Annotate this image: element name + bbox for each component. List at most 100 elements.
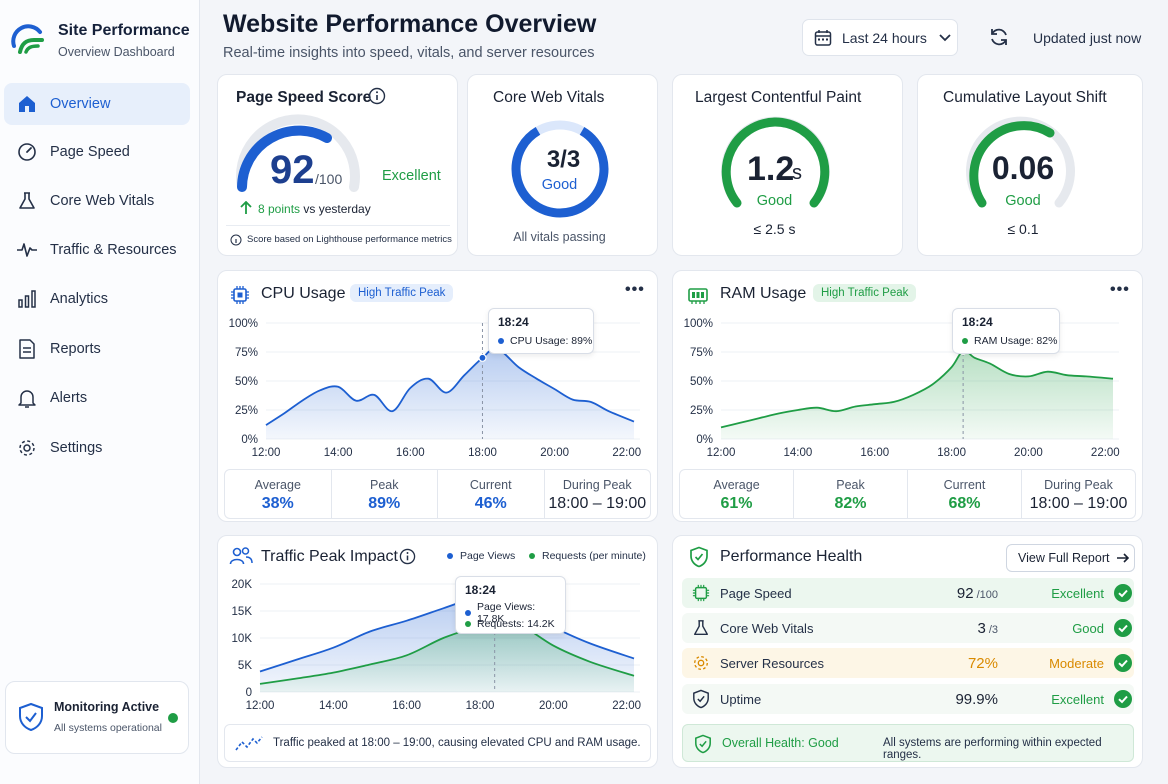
bar-chart-icon: [4, 289, 50, 309]
x-tick-label: 12:00: [246, 700, 275, 712]
health-row-value: 3/3: [977, 619, 998, 637]
y-tick-label: 75%: [690, 347, 713, 359]
x-tick-label: 12:00: [707, 447, 736, 459]
sidebar-item-overview[interactable]: Overview: [4, 83, 190, 125]
sidebar-item-core-web-vitals[interactable]: Core Web Vitals: [4, 180, 190, 222]
sidebar-item-alerts[interactable]: Alerts: [4, 377, 190, 419]
y-tick-label: 50%: [235, 376, 258, 388]
health-row-page-speed[interactable]: Page Speed 92/100 Excellent: [682, 578, 1134, 608]
legend-requests: Requests (per minute): [529, 550, 646, 562]
sidebar-item-settings[interactable]: Settings: [4, 427, 190, 469]
health-row-core-web-vitals[interactable]: Core Web Vitals 3/3 Good: [682, 613, 1134, 643]
health-row-server-resources[interactable]: Server Resources 72% Moderate: [682, 648, 1134, 678]
refresh-icon[interactable]: [988, 26, 1010, 48]
legend-page-views: Page Views: [447, 550, 515, 562]
health-row-uptime[interactable]: Uptime 99.9% Excellent: [682, 684, 1134, 714]
bell-icon: [4, 388, 50, 408]
monitoring-title: Monitoring Active: [54, 700, 160, 714]
lcp-status: Good: [756, 193, 793, 209]
stat-peak: Peak 89%: [332, 470, 438, 518]
series-area: [721, 350, 1113, 439]
page-speed-note: Score based on Lighthouse performance me…: [247, 234, 452, 245]
flask-icon: [682, 619, 720, 637]
ram-stats: Average 61% Peak 82% Current 68% During Pea…: [679, 469, 1136, 519]
info-icon[interactable]: [399, 548, 416, 565]
status-dot: [168, 713, 178, 723]
speedometer-icon: [4, 142, 50, 162]
x-tick-label: 14:00: [324, 447, 353, 459]
cpu-tooltip: 18:24 CPU Usage: 89%: [488, 308, 594, 354]
check-circle-icon: [1114, 654, 1132, 672]
updated-status: Updated just now: [1033, 30, 1142, 46]
tooltip-row: RAM Usage: 82%: [962, 335, 1057, 347]
brand[interactable]: Site Performance Overview Dashboard: [10, 18, 195, 68]
series-area: [266, 348, 634, 439]
ram-chart: 0% 25% 50% 75% 100% 12:00 14:00 16:00 18:00 20:00…: [684, 318, 1120, 459]
y-tick-label: 100%: [229, 318, 258, 330]
x-tick-label: 22:00: [612, 447, 641, 459]
cls-value: 0.06: [991, 150, 1055, 186]
peak-badge: High Traffic Peak: [350, 284, 454, 302]
chip-icon: [682, 584, 720, 602]
trend-icon: [235, 736, 263, 751]
gear-icon: [4, 438, 50, 458]
card-title: Core Web Vitals: [493, 89, 605, 106]
view-full-report-button[interactable]: View Full Report: [1006, 544, 1135, 572]
page-speed-card: Page Speed Score 92 /100 Excellent 8 poi…: [217, 74, 458, 256]
calendar-icon: [814, 29, 832, 46]
health-row-label: Server Resources: [720, 655, 825, 671]
info-icon: [230, 234, 242, 246]
lcp-value: 1.2: [747, 150, 795, 188]
sidebar-item-label: Reports: [50, 341, 101, 357]
stat-current: Current 46%: [438, 470, 545, 518]
health-row-label: Core Web Vitals: [720, 620, 814, 636]
check-circle-icon: [1114, 619, 1132, 637]
page-subtitle: Real-time insights into speed, vitals, a…: [223, 45, 595, 61]
more-options-icon[interactable]: •••: [1110, 281, 1130, 298]
x-tick-label: 12:00: [252, 447, 281, 459]
x-tick-label: 18:00: [466, 700, 495, 712]
pulse-icon: [4, 240, 50, 260]
time-range-label: Last 24 hours: [842, 29, 927, 46]
y-tick-label: 25%: [690, 405, 713, 417]
x-tick-label: 14:00: [319, 700, 348, 712]
health-row-value: 99.9%: [955, 690, 998, 708]
stat-current: Current 68%: [908, 470, 1022, 518]
y-tick-label: 20K: [232, 579, 253, 591]
more-options-icon[interactable]: •••: [625, 281, 645, 298]
brand-title: Site Performance: [58, 22, 190, 39]
monitoring-status: Monitoring Active All systems operationa…: [5, 681, 189, 754]
page-speed-score: 92: [270, 148, 315, 192]
health-row-label: Uptime: [720, 691, 762, 707]
shield-check-icon: [19, 702, 43, 732]
lcp-card: Largest Contentful Paint 1.2 s Good ≤ 2.…: [672, 74, 903, 256]
peak-badge: High Traffic Peak: [813, 284, 917, 302]
x-tick-label: 18:00: [937, 447, 966, 459]
sidebar-item-label: Analytics: [50, 291, 109, 307]
x-tick-label: 16:00: [392, 700, 421, 712]
button-label: View Full Report: [1018, 551, 1110, 565]
card-title: RAM Usage: [720, 285, 807, 302]
vitals-value: 3/3: [546, 146, 581, 173]
sidebar-item-analytics[interactable]: Analytics: [4, 278, 190, 320]
check-circle-icon: [1114, 584, 1132, 602]
x-tick-label: 16:00: [860, 447, 889, 459]
sidebar-item-reports[interactable]: Reports: [4, 328, 190, 370]
info-icon[interactable]: [368, 87, 386, 105]
y-tick-label: 25%: [235, 405, 258, 417]
sidebar-item-page-speed[interactable]: Page Speed: [4, 131, 190, 173]
tooltip-time: 18:24: [498, 315, 529, 329]
cls-status: Good: [1005, 193, 1041, 209]
y-tick-label: 15K: [232, 606, 253, 618]
document-icon: [4, 339, 50, 359]
traffic-insight: Traffic peaked at 18:00 – 19:00, causing…: [224, 724, 651, 762]
health-row-value: 72%: [967, 654, 998, 672]
traffic-footer-text: Traffic peaked at 18:00 – 19:00, causing…: [273, 737, 641, 749]
shield-icon: [682, 689, 720, 709]
lcp-threshold: ≤ 2.5 s: [753, 221, 796, 237]
health-row-value: 92/100: [956, 584, 998, 602]
arrow-up-icon: [240, 201, 252, 214]
sidebar-item-traffic-resources[interactable]: Traffic & Resources: [4, 229, 190, 271]
lcp-unit: s: [792, 162, 802, 184]
time-range-select[interactable]: Last 24 hours: [802, 19, 958, 56]
